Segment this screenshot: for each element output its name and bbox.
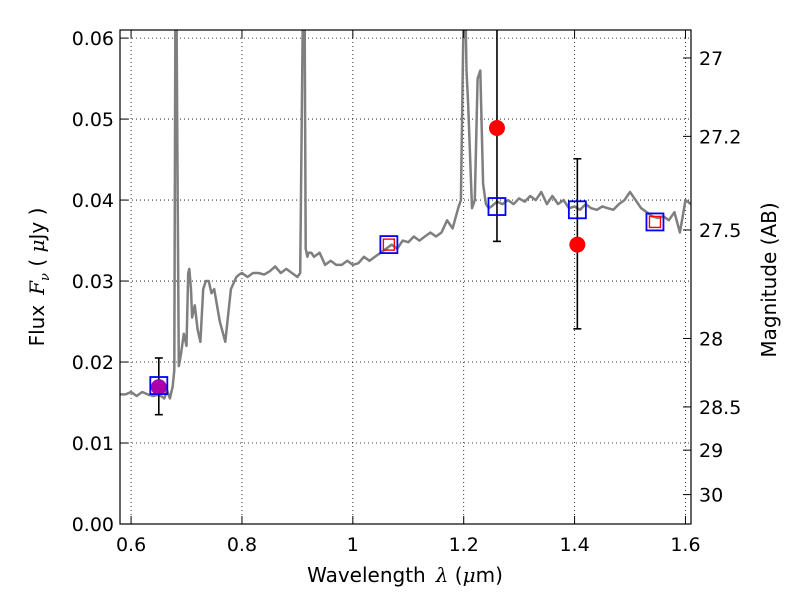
model-band-square: [149, 376, 169, 395]
y-axis-label-subscript: ν: [38, 273, 53, 281]
x-axis-label-unit-open: (: [448, 563, 462, 587]
model-band-square: [567, 200, 587, 220]
x-axis-label: Wavelength λ (μm): [307, 563, 503, 587]
y2-tick-label: 28.5: [699, 397, 741, 419]
observed-point: [150, 379, 167, 396]
ticks: [120, 30, 691, 525]
y-axis-label-unit-close: Jy ): [25, 208, 49, 242]
model-band-small-square: [382, 238, 396, 251]
y-axis-label-unit-mu: μ: [25, 240, 49, 253]
y-tick-label: 0.04: [72, 190, 114, 212]
y-tick-label: 0.01: [72, 433, 114, 455]
y-tick-label: 0.02: [72, 352, 114, 374]
y-axis-label: Flux Fν ( μJy ): [25, 208, 53, 347]
plot-frame: [119, 29, 692, 525]
spectrum-layer: [120, 30, 691, 400]
x-axis-label-text: Wavelength: [307, 563, 426, 587]
y2-tick-label: 27.5: [699, 220, 741, 242]
y2-tick-label: 30: [699, 485, 723, 507]
observed-point: [569, 236, 586, 253]
model-band-square: [379, 235, 399, 255]
tick-labels: 0.6 0.8 1 1.2 1.4 1.6 0.00 0.01 0.02 0.03 0.04 0.05…: [72, 28, 742, 556]
model-band-square: [645, 212, 665, 232]
x-tick-label: 1.6: [670, 534, 700, 556]
y2-tick-label: 28: [699, 328, 723, 350]
y-tick-label: 0.06: [72, 28, 114, 50]
plot-area: [120, 30, 691, 524]
y-tick-label: 0.05: [72, 109, 114, 131]
model-band-small-square: [648, 215, 662, 229]
y2-axis-label: Magnitude (AB): [757, 202, 781, 357]
y-axis-label-symbol: F: [25, 280, 49, 296]
observed-point: [488, 119, 505, 136]
x-tick-label: 0.8: [227, 534, 257, 556]
x-tick-label: 1.2: [449, 534, 479, 556]
x-axis-label-unit-mu: μ: [463, 563, 476, 587]
spectrum-line: [120, 30, 691, 400]
x-tick-label: 0.6: [116, 534, 146, 556]
x-tick-label: 1.4: [559, 534, 589, 556]
x-tick-label: 1: [347, 534, 359, 556]
y2-tick-label: 29: [699, 440, 723, 462]
y2-tick-label: 27.2: [699, 126, 741, 148]
y-tick-label: 0.00: [72, 514, 114, 536]
model-band-square: [487, 197, 507, 216]
y-axis-label-text: Flux: [25, 305, 49, 347]
marker-layer: [149, 119, 665, 396]
y2-tick-label: 27: [699, 48, 723, 70]
y-tick-label: 0.03: [72, 271, 114, 293]
x-axis-label-symbol: λ: [435, 563, 449, 587]
x-axis-label-unit-close: m): [476, 563, 503, 587]
y-axis-label-unit-open: (: [25, 253, 49, 274]
